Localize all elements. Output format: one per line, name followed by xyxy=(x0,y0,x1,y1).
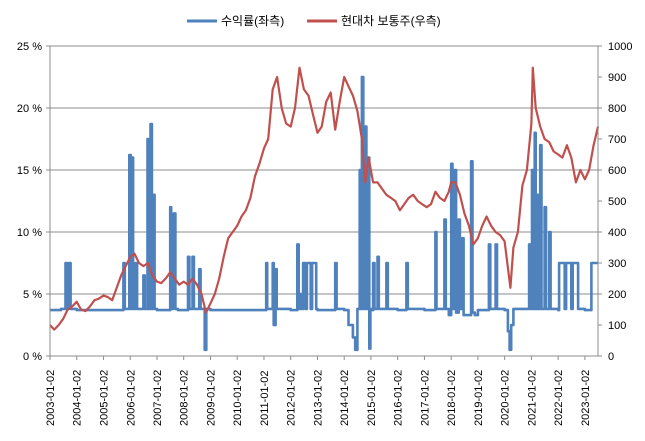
legend-label-hyundai: 현대차 보통주(우측) xyxy=(341,14,441,28)
x-axis-tick-label: 2008-01-02 xyxy=(179,370,191,426)
series-line-hyundai xyxy=(49,66,600,331)
left-axis-tick-label: 20 % xyxy=(17,103,42,115)
right-axis-tick-label: 900 xyxy=(608,72,626,84)
x-axis-tick-label: 2020-01-02 xyxy=(500,370,512,426)
right-axis-tick-label: 300 xyxy=(608,258,626,270)
x-axis-tick-label: 2019-01-02 xyxy=(473,370,485,426)
x-axis-tick-label: 2011-01-02 xyxy=(259,371,271,426)
x-axis-tick-label: 2013-01-02 xyxy=(312,370,324,426)
right-axis-tick-label: 500 xyxy=(608,196,626,208)
x-axis-tick-label: 2003-01-02 xyxy=(45,370,57,426)
right-axis-tick-label: 800 xyxy=(608,103,626,115)
plot-area xyxy=(49,66,600,352)
x-axis-tick-label: 2018-01-02 xyxy=(446,370,458,426)
x-axis-tick-label: 2021-01-02 xyxy=(526,370,538,426)
legend-label-returns: 수익률(좌측) xyxy=(221,14,284,28)
right-axis-tick-label: 1000 xyxy=(608,41,632,53)
x-axis-tick-label: 2010-01-02 xyxy=(232,370,244,426)
right-axis-tick-label: 400 xyxy=(608,227,626,239)
left-axis-tick-label: 25 % xyxy=(17,41,42,53)
x-axis-tick-label: 2017-01-02 xyxy=(419,370,431,426)
left-axis-tick-label: 15 % xyxy=(17,165,42,177)
right-axis-tick-label: 700 xyxy=(608,134,626,146)
right-axis-tick-label: 600 xyxy=(608,165,626,177)
right-axis-tick-label: 0 xyxy=(608,351,614,363)
axes: 0 % 5 % 10 % 15 % 20 % 25 % 0 100 200 300 400 500 60… xyxy=(17,41,633,426)
legend: 수익률(좌측) 현대차 보통주(우측) xyxy=(187,14,441,28)
x-axis-tick-label: 2012-01-02 xyxy=(286,370,298,426)
x-axis-tick-label: 2007-01-02 xyxy=(152,370,164,426)
x-axis-tick-label: 2006-01-02 xyxy=(125,370,137,426)
left-axis-tick-label: 10 % xyxy=(17,227,42,239)
x-axis-tick-label: 2016-01-02 xyxy=(393,370,405,426)
x-axis-tick-label: 2009-01-02 xyxy=(206,370,218,426)
x-axis-tick-label: 2004-01-02 xyxy=(72,370,84,426)
x-axis-tick-label: 2005-01-02 xyxy=(99,370,111,426)
right-axis-tick-label: 200 xyxy=(608,289,626,301)
x-axis-tick-label: 2022-01-02 xyxy=(553,370,565,426)
right-axis-tick-label: 100 xyxy=(608,320,626,332)
x-axis-tick-label: 2015-01-02 xyxy=(366,370,378,426)
x-axis-tick-label: 2023-01-02 xyxy=(580,370,592,426)
series-line-returns xyxy=(50,75,598,352)
left-axis-tick-label: 0 % xyxy=(23,351,42,363)
left-axis-tick-label: 5 % xyxy=(23,289,42,301)
x-axis-tick-label: 2014-01-02 xyxy=(339,370,351,426)
